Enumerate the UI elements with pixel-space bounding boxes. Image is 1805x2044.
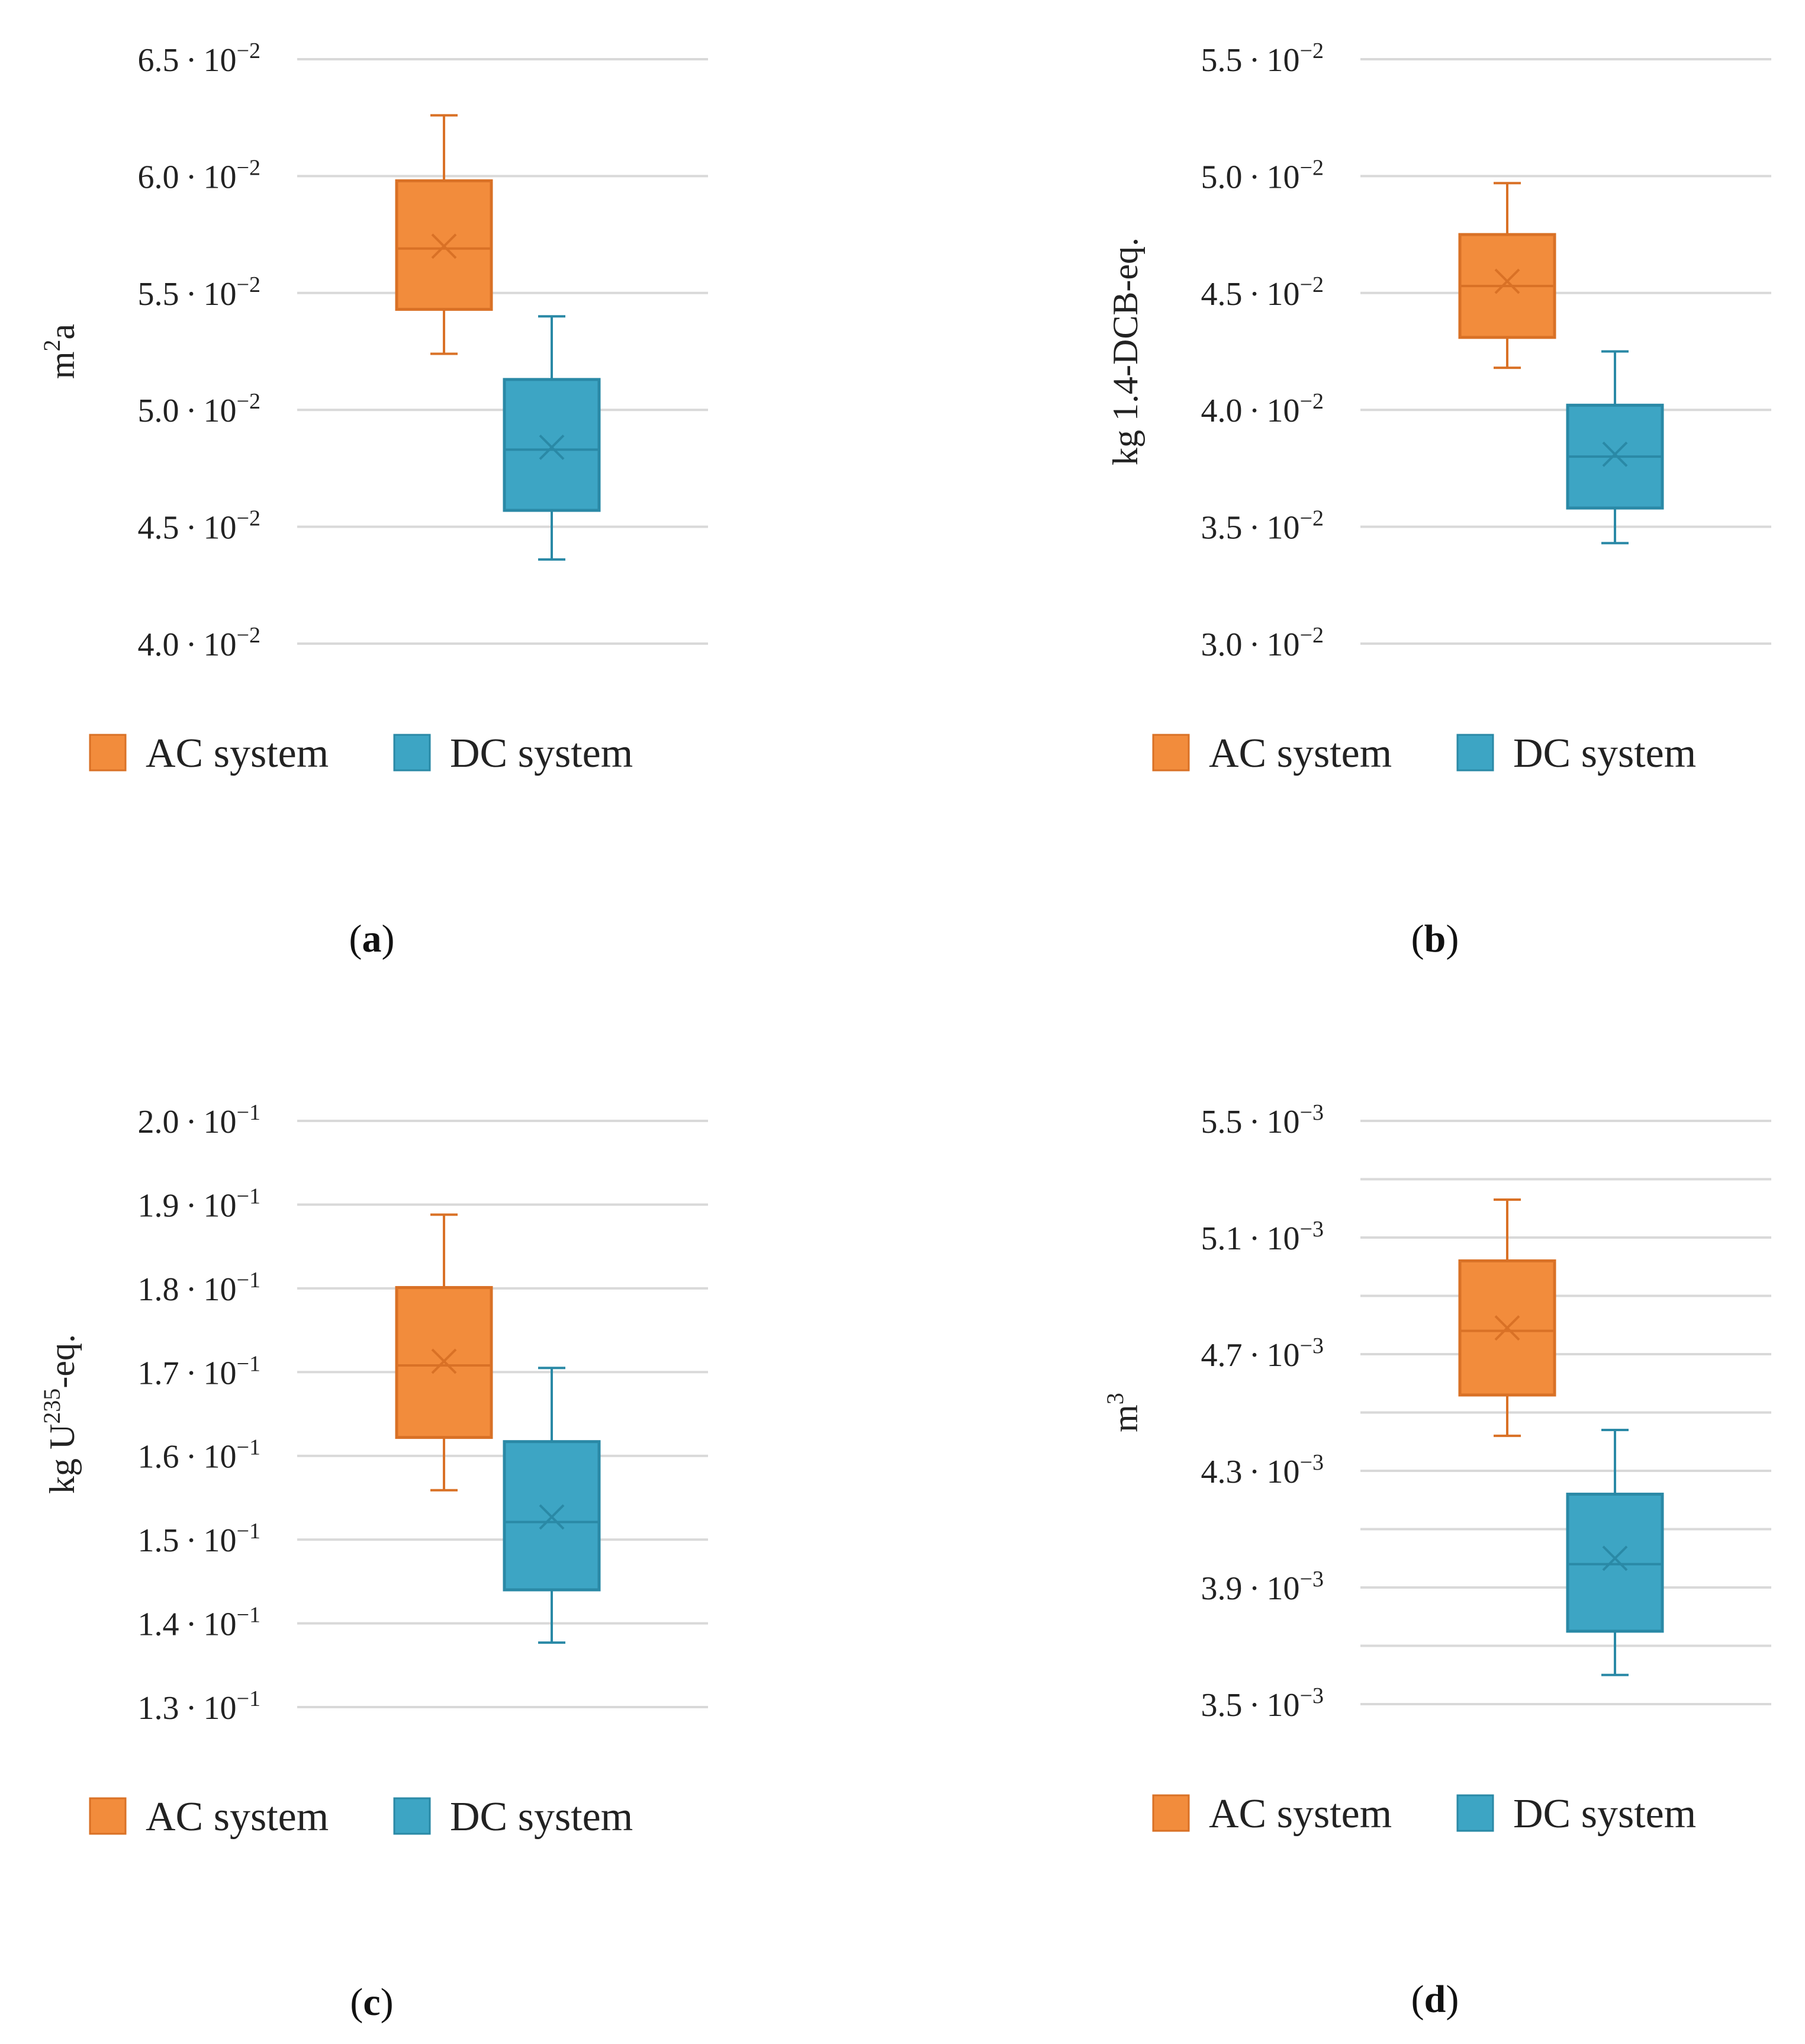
y-tick-label: 1.3 · 10−1 bbox=[137, 1686, 260, 1727]
ac-mean-marker bbox=[1494, 268, 1520, 294]
y-tick-label: 3.9 · 10−3 bbox=[1201, 1567, 1324, 1607]
y-tick-label: 6.5 · 10−2 bbox=[137, 38, 260, 79]
panel-c: 1.3 · 10−1 1.4 · 10−1 1.5 · 10−1 1.6 · 10−1… bbox=[38, 1100, 708, 2024]
legend-swatch-ac bbox=[1152, 734, 1190, 772]
ac-box-plot bbox=[1458, 1198, 1556, 1437]
legend-label-ac: AC system bbox=[146, 1794, 329, 1840]
ac-box-plot bbox=[1458, 182, 1556, 369]
legend: AC system DC system bbox=[1152, 731, 1696, 776]
y-tick-label: 2.0 · 10−1 bbox=[137, 1100, 260, 1140]
y-tick-label: 5.0 · 10−2 bbox=[1201, 155, 1324, 195]
panel-a: 4.0 · 10−2 4.5 · 10−2 5.0 · 10−2 5.5 · 10−2… bbox=[38, 38, 708, 960]
y-tick-label: 4.7 · 10−3 bbox=[1201, 1333, 1324, 1374]
legend-swatch-dc bbox=[393, 1797, 431, 1835]
legend-label-dc: DC system bbox=[450, 1794, 633, 1840]
legend-label-dc: DC system bbox=[1513, 1791, 1696, 1837]
y-tick-label: 5.0 · 10−2 bbox=[137, 389, 260, 429]
y-tick-label: 5.5 · 10−2 bbox=[137, 272, 260, 313]
y-tick-label: 4.5 · 10−2 bbox=[1201, 272, 1324, 313]
legend-swatch-ac bbox=[89, 734, 127, 772]
ac-box-plot bbox=[395, 1213, 493, 1492]
ac-mean-marker bbox=[1494, 1315, 1520, 1341]
y-axis-label: m2a bbox=[38, 324, 82, 379]
y-tick-label: 4.3 · 10−3 bbox=[1201, 1450, 1324, 1490]
legend-label-ac: AC system bbox=[146, 731, 329, 776]
dc-box-plot bbox=[503, 315, 601, 561]
ac-box-plot bbox=[395, 114, 493, 355]
legend-label-ac: AC system bbox=[1209, 731, 1392, 776]
y-tick-label: 1.8 · 10−1 bbox=[137, 1268, 260, 1308]
ac-mean-marker bbox=[431, 1348, 457, 1374]
y-tick-label: 1.5 · 10−1 bbox=[137, 1519, 260, 1559]
dc-iqr-box bbox=[1566, 1492, 1664, 1633]
y-tick-label: 5.5 · 10−2 bbox=[1201, 38, 1324, 79]
y-tick-label: 4.0 · 10−2 bbox=[1201, 389, 1324, 429]
panel-caption: (d) bbox=[1411, 1978, 1459, 2021]
panel-caption: (b) bbox=[1411, 917, 1459, 960]
y-tick-label: 3.5 · 10−3 bbox=[1201, 1683, 1324, 1724]
panel-caption: (a) bbox=[349, 917, 395, 960]
legend-swatch-ac bbox=[1152, 1794, 1190, 1832]
legend: AC system DC system bbox=[89, 1794, 633, 1840]
legend: AC system DC system bbox=[1152, 1791, 1696, 1837]
y-tick-label: 5.5 · 10−3 bbox=[1201, 1100, 1324, 1140]
dc-box-plot bbox=[1566, 1429, 1664, 1676]
y-tick-label: 3.0 · 10−2 bbox=[1201, 623, 1324, 663]
legend-label-dc: DC system bbox=[1513, 731, 1696, 776]
y-tick-label: 3.5 · 10−2 bbox=[1201, 506, 1324, 547]
y-tick-label: 1.6 · 10−1 bbox=[137, 1435, 260, 1476]
y-axis-label: kg U235-eq. bbox=[38, 1334, 82, 1494]
ac-mean-marker bbox=[431, 233, 457, 259]
legend-swatch-ac bbox=[89, 1797, 127, 1835]
y-tick-label: 1.4 · 10−1 bbox=[137, 1603, 260, 1643]
panel-d: 3.5 · 10−3 3.9 · 10−3 4.3 · 10−3 4.7 · 10−3… bbox=[1102, 1100, 1771, 2021]
y-axis-label: kg 1.4-DCB-eq. bbox=[1106, 237, 1145, 465]
panel-caption: (c) bbox=[350, 1981, 393, 2024]
dc-box-plot bbox=[503, 1367, 601, 1644]
y-tick-label: 4.5 · 10−2 bbox=[137, 506, 260, 547]
legend-swatch-dc bbox=[1456, 734, 1494, 772]
legend-swatch-dc bbox=[393, 734, 431, 772]
legend-label-ac: AC system bbox=[1209, 1791, 1392, 1837]
legend: AC system DC system bbox=[89, 731, 633, 776]
y-tick-label: 6.0 · 10−2 bbox=[137, 155, 260, 195]
dc-mean-marker bbox=[539, 434, 565, 460]
y-tick-label: 4.0 · 10−2 bbox=[137, 623, 260, 663]
panel-b: 3.0 · 10−2 3.5 · 10−2 4.0 · 10−2 4.5 · 10−2… bbox=[1106, 38, 1771, 960]
y-axis-label: m3 bbox=[1102, 1393, 1145, 1432]
y-tick-label: 1.9 · 10−1 bbox=[137, 1184, 260, 1224]
y-tick-label: 5.1 · 10−3 bbox=[1201, 1217, 1324, 1257]
dc-mean-marker bbox=[539, 1504, 565, 1530]
dc-iqr-box bbox=[503, 378, 601, 512]
legend-swatch-dc bbox=[1456, 1794, 1494, 1832]
y-tick-label: 1.7 · 10−1 bbox=[137, 1351, 260, 1391]
dc-mean-marker bbox=[1602, 441, 1628, 467]
legend-label-dc: DC system bbox=[450, 731, 633, 776]
dc-mean-marker bbox=[1602, 1545, 1628, 1571]
dc-box-plot bbox=[1566, 350, 1664, 545]
